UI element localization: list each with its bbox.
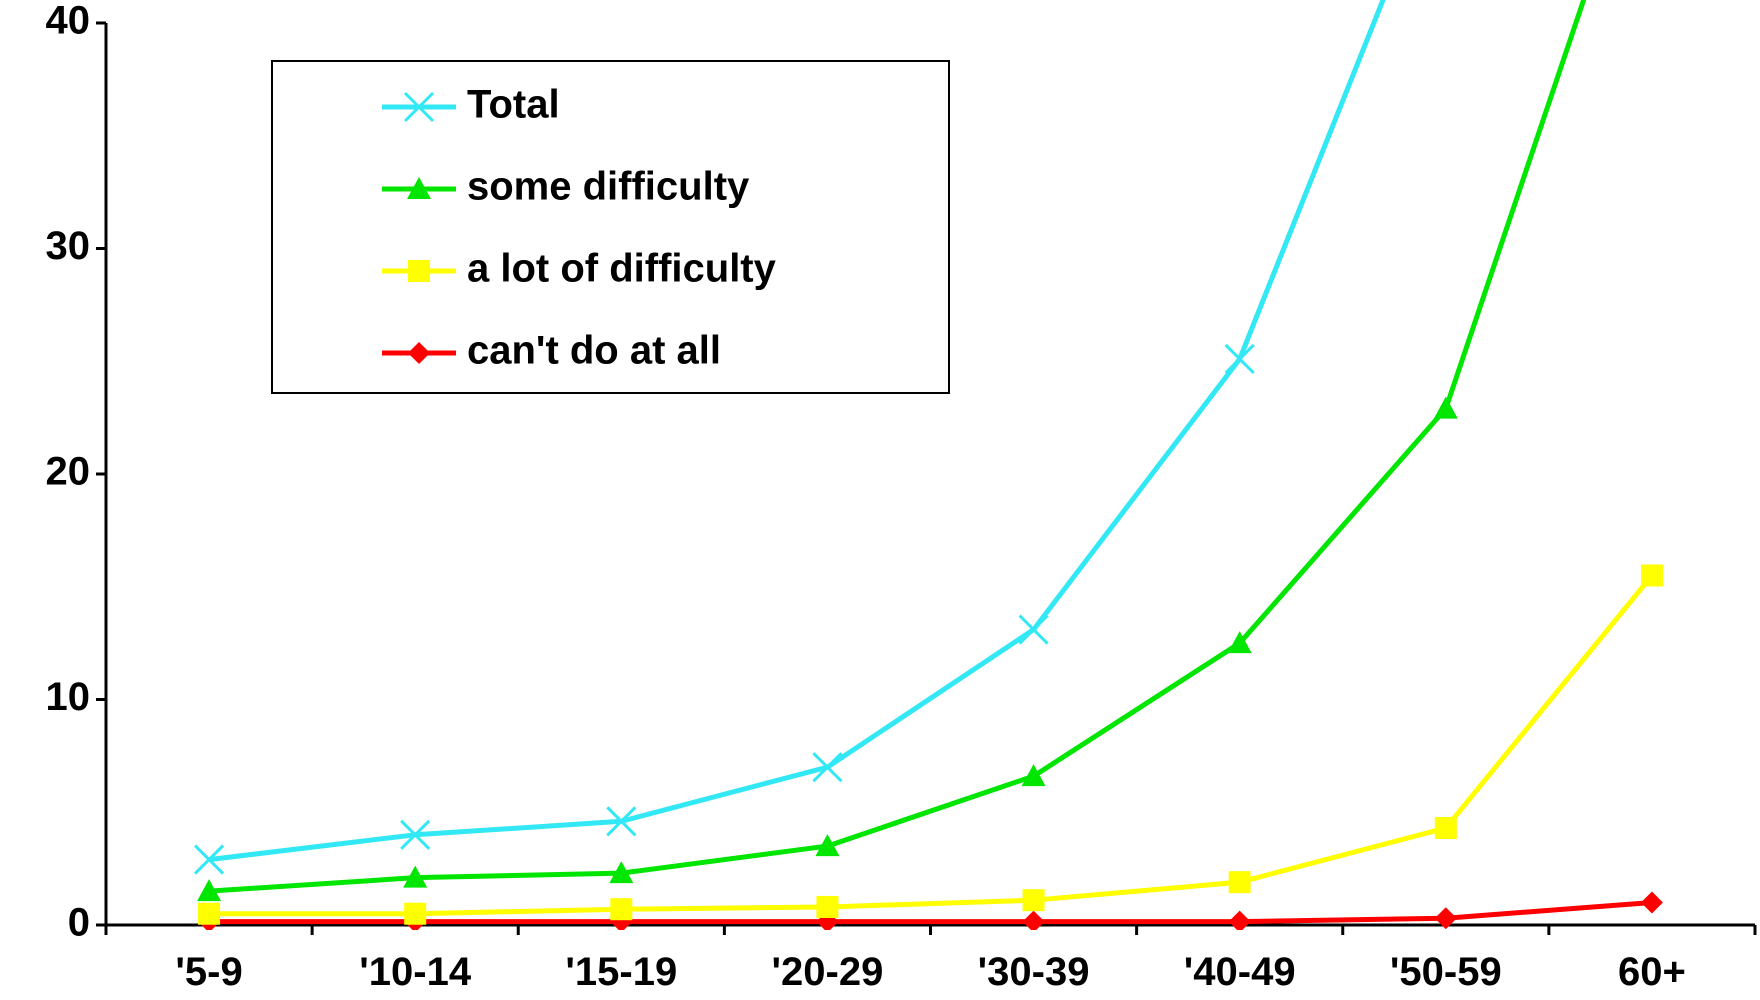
legend-label: can't do at all xyxy=(467,329,721,373)
series-2 xyxy=(198,564,1663,925)
series-1 xyxy=(197,0,1587,902)
data-point xyxy=(1021,764,1046,787)
legend-item: Total xyxy=(382,83,560,127)
y-tick-label: 20 xyxy=(46,450,91,494)
data-point xyxy=(198,902,221,925)
data-point xyxy=(1640,564,1663,587)
data-point xyxy=(610,910,633,930)
data-point xyxy=(1640,891,1663,914)
legend-box xyxy=(271,60,950,394)
data-point xyxy=(610,898,633,921)
series-line xyxy=(209,573,1654,917)
x-tick-label: 60+ xyxy=(1618,950,1686,994)
data-point xyxy=(812,752,843,783)
data-point xyxy=(815,834,840,857)
x-tick-label: '10-14 xyxy=(359,950,472,994)
data-point xyxy=(1018,614,1049,645)
series-0 xyxy=(194,0,1386,875)
data-point xyxy=(1224,343,1255,375)
series-layer xyxy=(194,0,1663,930)
legend-label: Total xyxy=(467,83,560,127)
data-point xyxy=(1434,907,1457,930)
y-tick-label: 30 xyxy=(46,224,91,268)
data-point xyxy=(1433,396,1458,419)
data-point xyxy=(816,895,839,918)
series-line xyxy=(208,0,1386,863)
series-line xyxy=(208,0,1587,894)
data-point xyxy=(1228,871,1251,894)
data-point xyxy=(1228,910,1251,930)
x-tick-label: '30-39 xyxy=(978,950,1090,994)
data-point xyxy=(1022,889,1045,912)
data-point xyxy=(194,844,225,875)
legend: Total some difficulty a lot of difficulty c… xyxy=(271,60,950,394)
legend-item: can't do at all xyxy=(382,329,721,373)
data-point xyxy=(197,879,222,902)
axes: 0 10 20 30 40 '5-9 '10-14 '15-19 '20-29 '30-39 '40… xyxy=(46,0,1757,994)
legend-label: some difficulty xyxy=(467,165,750,209)
data-point xyxy=(609,861,634,884)
legend-item: some difficulty xyxy=(382,165,750,209)
data-point xyxy=(400,819,431,850)
x-tick-label: '50-59 xyxy=(1390,950,1502,994)
data-point xyxy=(403,865,428,888)
x-tick-label: '5-9 xyxy=(175,950,242,994)
x-icon xyxy=(403,91,435,123)
x-tick-label: '15-19 xyxy=(565,950,677,994)
diamond-icon xyxy=(408,342,430,364)
data-point xyxy=(606,806,637,837)
y-tick-label: 0 xyxy=(68,901,90,945)
series-line xyxy=(209,899,1653,925)
y-tick-label: 10 xyxy=(46,675,91,719)
data-point xyxy=(404,902,427,925)
x-tick-label: '20-29 xyxy=(772,950,884,994)
data-point xyxy=(1022,910,1045,930)
square-icon xyxy=(408,260,430,282)
legend-item: a lot of difficulty xyxy=(382,247,777,291)
x-tick-label: '40-49 xyxy=(1184,950,1296,994)
data-point xyxy=(1227,631,1252,654)
y-tick-label: 40 xyxy=(46,0,91,43)
series-3 xyxy=(198,891,1663,930)
data-point xyxy=(816,910,839,930)
data-point xyxy=(1434,817,1457,840)
triangle-icon xyxy=(407,177,431,199)
legend-label: a lot of difficulty xyxy=(467,247,777,291)
